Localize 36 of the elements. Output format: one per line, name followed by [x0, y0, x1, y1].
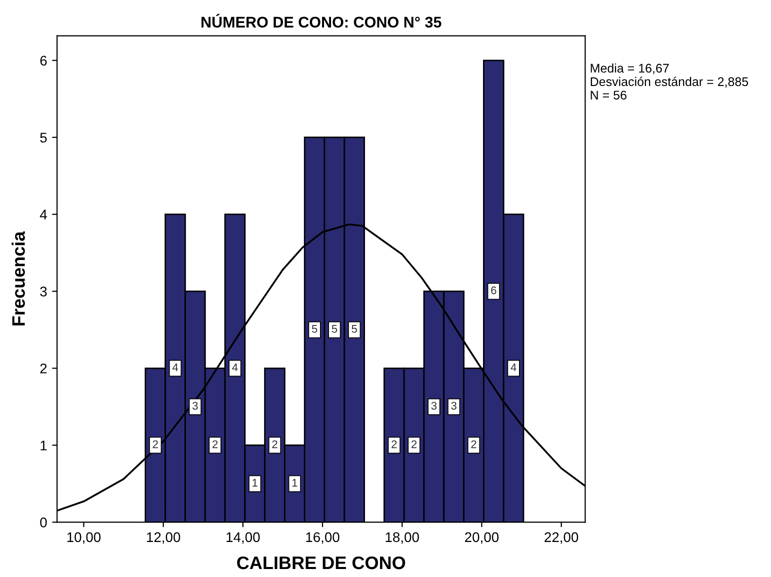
x-tick-label: 12,00 — [147, 532, 180, 544]
data-label: 3 — [451, 402, 456, 410]
y-axis-title: Frecuencia — [12, 231, 25, 326]
text: Media = 16,67 Desviación estándar = 2,885 N = 56 — [590, 63, 748, 100]
data-label: 5 — [332, 325, 338, 333]
x-axis-title: CALIBRE DE CONO — [237, 556, 406, 570]
data-label: 1 — [292, 478, 298, 487]
data-label: 5 — [352, 325, 357, 333]
x-tick-label: 22,00 — [544, 532, 578, 544]
y-tick-label: 2 — [40, 364, 47, 374]
y-tick-label: 3 — [40, 286, 47, 296]
x-tick-label: 10,00 — [67, 532, 101, 544]
data-label: 3 — [192, 402, 198, 410]
data-label: 4 — [172, 363, 178, 372]
y-tick-label: 0 — [40, 518, 47, 528]
data-label: 2 — [412, 440, 417, 448]
y-tick-label: 5 — [40, 132, 47, 143]
y-tick-label: 6 — [40, 56, 47, 66]
y-tick-label: 1 — [40, 440, 47, 450]
x-tick-label: 14,00 — [226, 532, 260, 544]
data-label: 3 — [431, 402, 437, 410]
y-tick-label: 4 — [40, 210, 47, 220]
data-label: 2 — [392, 440, 397, 448]
data-label: 4 — [232, 363, 238, 372]
data-label: 4 — [510, 363, 516, 372]
data-label: 2 — [471, 440, 476, 448]
data-label: 1 — [252, 478, 258, 487]
data-label: 5 — [312, 325, 318, 333]
chart-title: NÚMERO DE CONO: CONO N° 35 — [202, 14, 442, 28]
x-tick-label: 20,00 — [465, 532, 499, 544]
data-label: 6 — [491, 286, 496, 294]
x-tick-label: 18,00 — [386, 532, 419, 544]
data-label: 2 — [152, 440, 158, 448]
data-label: 2 — [212, 440, 218, 448]
data-label: 2 — [272, 440, 278, 448]
x-tick-label: 16,00 — [306, 532, 340, 544]
